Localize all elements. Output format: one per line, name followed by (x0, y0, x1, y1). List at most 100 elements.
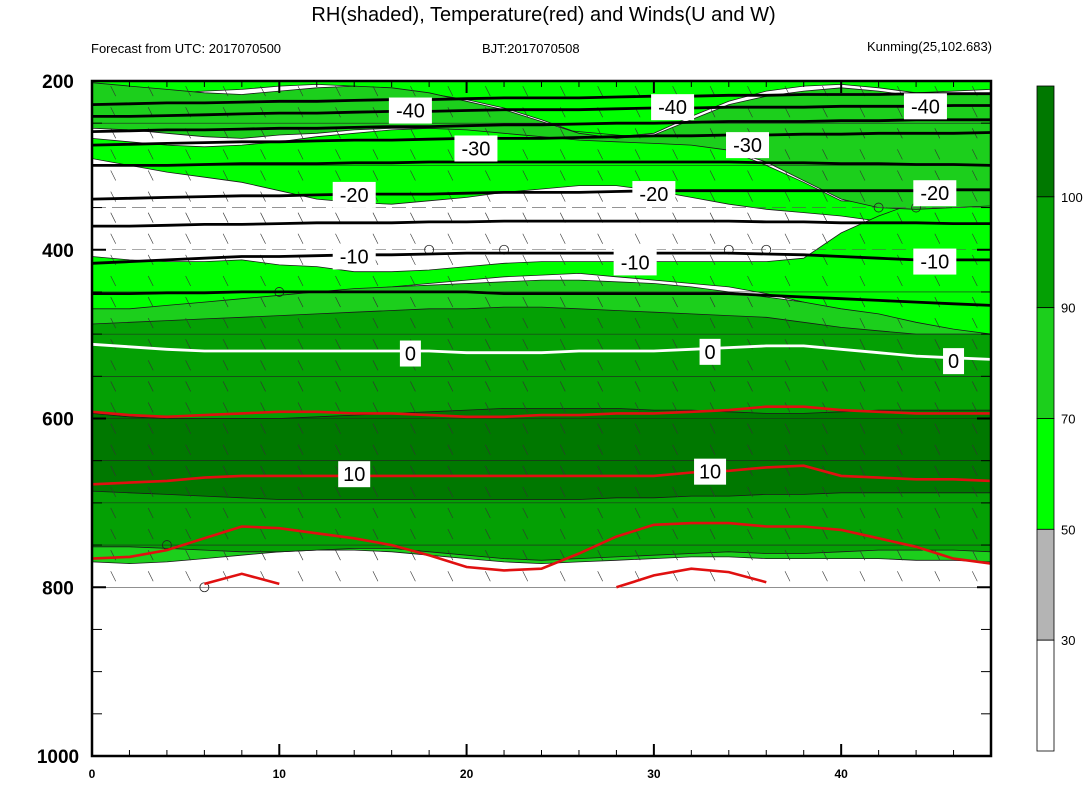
wind-barb-97 (147, 170, 154, 181)
wind-barb-355 (822, 381, 828, 392)
wind-barb-292 (260, 339, 266, 350)
wind-barb-372 (559, 402, 566, 413)
wind-barb-241 (147, 296, 154, 308)
wind-barb-502 (934, 507, 941, 519)
wind-barb-302 (634, 339, 641, 350)
wind-barb-504 (110, 528, 116, 540)
wind-barb-191 (972, 233, 978, 244)
wind-barb-554 (185, 571, 191, 582)
wind-barb-547 (822, 550, 828, 561)
wind-barb-541 (597, 550, 603, 561)
colorbar-box-3 (1036, 418, 1055, 530)
wind-barb-221 (297, 275, 304, 287)
wind-barb-400 (709, 423, 716, 434)
temperature-line-2 (91, 521, 992, 572)
wind-barb-441 (447, 465, 454, 476)
wind-barb-389 (297, 423, 304, 434)
wind-barb-208 (709, 254, 716, 266)
wind-barb-113 (747, 170, 753, 181)
wind-barb-470 (634, 486, 641, 498)
wind-barb-346 (485, 381, 491, 392)
wind-barb-562 (485, 571, 491, 582)
wind-barb-337 (147, 381, 154, 392)
wind-barb-569 (747, 571, 753, 582)
wind-barb-190 (934, 233, 941, 244)
temperature-line-0 (91, 464, 992, 486)
wind-barb-297 (447, 339, 454, 350)
contour-label-box-12 (699, 338, 721, 365)
wind-barb-137 (747, 191, 753, 202)
calm-circle-5 (873, 202, 884, 213)
contour-labels: -40 -40 -40 -30 -30 -20 -20 -20 -10 -10 -10 0 0 0 10 10 (332, 93, 965, 488)
wind-barb-184 (709, 233, 716, 244)
isotherm-0 (92, 104, 991, 118)
wind-barb-508 (260, 528, 266, 540)
wind-barb-90 (784, 149, 791, 160)
wind-barb-98 (185, 170, 191, 181)
wind-barb-440 (410, 465, 416, 476)
wind-barb-73 (147, 149, 154, 160)
wind-barb-93 (897, 149, 903, 160)
wind-barb-321 (447, 360, 454, 371)
wind-barb-139 (822, 191, 828, 202)
wind-barb-486 (335, 507, 341, 519)
wind-barb-415 (372, 444, 379, 455)
wind-barb-238 (934, 275, 941, 287)
wind-barb-574 (934, 571, 941, 582)
wind-barb-242 (185, 296, 191, 308)
wind-barb-572 (859, 571, 866, 582)
wind-barb-546 (784, 550, 791, 561)
wind-barb-102 (335, 170, 341, 181)
wind-barb-340 (260, 381, 266, 392)
wind-barb-466 (485, 486, 491, 498)
wind-barb-143 (972, 191, 978, 202)
contour-label-10: -10 (920, 252, 949, 274)
wind-barb-104 (410, 170, 416, 181)
wind-barb-542 (634, 550, 641, 561)
wind-barb-442 (485, 465, 491, 476)
wind-barb-148 (260, 212, 266, 223)
contour-label-12: 0 (705, 342, 716, 364)
wind-barbs (110, 85, 978, 593)
wind-barb-349 (597, 381, 603, 392)
wind-barb-311 (972, 339, 978, 350)
isotherm-5 (91, 118, 991, 133)
wind-barb-371 (522, 402, 529, 413)
wind-barb-544 (709, 550, 716, 561)
wind-barb-575 (972, 571, 978, 582)
wind-barb-96 (110, 170, 116, 181)
contour-label-13: 0 (948, 351, 959, 373)
wind-barb-226 (485, 275, 491, 287)
contour-label-7: -20 (920, 183, 949, 205)
wind-barb-118 (934, 170, 941, 181)
wind-barb-334 (934, 360, 941, 371)
wind-barb-489 (447, 507, 454, 519)
isotherm-1 (91, 131, 992, 147)
wind-barb-437 (297, 465, 304, 476)
wind-barb-116 (859, 170, 866, 181)
wind-barb-220 (260, 275, 266, 287)
contour-label-5: -20 (340, 185, 369, 207)
wind-barb-426 (784, 444, 791, 455)
wind-barb-286 (934, 318, 941, 329)
wind-barb-428 (859, 444, 866, 455)
wind-barb-318 (335, 360, 341, 371)
wind-barb-402 (784, 423, 791, 434)
colorbar-box-2 (1036, 307, 1055, 419)
wind-barb-501 (897, 507, 903, 519)
wind-barb-461 (297, 486, 304, 498)
wind-barb-418 (485, 444, 491, 455)
wind-barb-561 (447, 571, 454, 582)
wind-barb-144 (110, 212, 116, 223)
wind-barb-404 (859, 423, 866, 434)
wind-barb-331 (822, 360, 828, 371)
wind-barb-285 (897, 318, 903, 329)
wind-barb-325 (597, 360, 603, 371)
wind-barb-339 (222, 381, 229, 392)
wind-barb-362 (185, 402, 191, 413)
wind-barb-514 (485, 528, 491, 540)
colorbar-label-90: 90 (1061, 301, 1075, 316)
wind-barb-366 (335, 402, 341, 413)
wind-barb-171 (222, 233, 229, 244)
wind-barb-201 (447, 254, 454, 266)
